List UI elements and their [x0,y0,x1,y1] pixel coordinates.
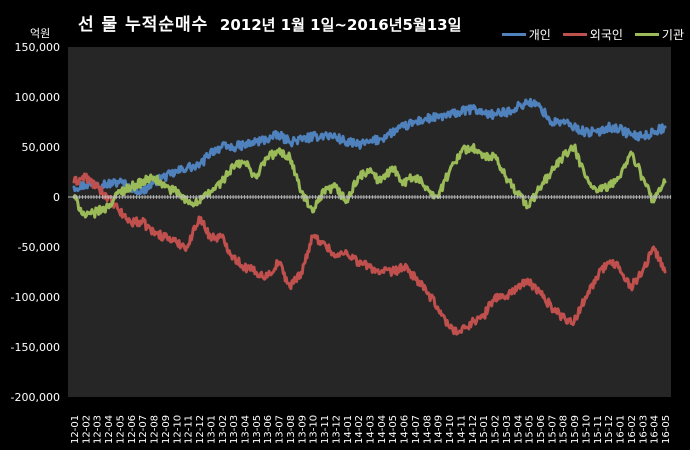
x-tick-label: 12-06 [127,415,138,444]
y-tick-label: 50,000 [22,141,61,154]
x-tick-label: 12-02 [81,415,92,444]
legend-label-foreign: 외국인 [589,28,623,42]
x-tick-label: 15-06 [536,415,547,444]
x-tick-label: 15-05 [525,415,536,444]
x-tick-label: 14-08 [422,415,433,444]
x-tick-label: 14-05 [388,415,399,444]
x-tick-label: 12-10 [172,415,183,444]
series-line-2 [72,143,667,219]
x-tick-label: 14-02 [354,415,365,444]
x-tick-label: 14-04 [377,415,388,444]
series-line-1 [72,172,667,336]
x-tick-label: 14-01 [343,415,354,444]
x-tick-label: 13-02 [218,415,229,444]
x-tick-label: 16-01 [616,415,627,444]
x-tick-label: 16-05 [661,415,672,444]
x-tick-label: 13-10 [309,415,320,444]
x-tick-label: 12-08 [150,415,161,444]
x-tick-label: 13-06 [263,415,274,444]
y-tick-label: -100,000 [11,291,60,304]
chart-title-block: 선 물 누적순매수 2012년 1월 1일~2016년5월13일 [78,10,461,35]
legend-label-institution: 기관 [661,28,684,42]
x-tick-label: 15-02 [491,415,502,444]
y-axis-unit-label: 억원 [30,27,51,40]
x-tick-label: 15-09 [570,415,581,444]
x-tick-label: 14-03 [366,415,377,444]
x-tick-label: 14-06 [400,415,411,444]
y-tick-label: -150,000 [11,341,60,354]
series-line-0 [72,97,667,196]
x-tick-label: 13-07 [275,415,286,444]
x-tick-label: 14-11 [456,415,467,444]
legend-swatch-institution [634,33,659,36]
x-tick-label: 12-03 [93,415,104,444]
x-tick-label: 14-09 [434,415,445,444]
x-tick-label: 14-12 [468,415,479,444]
x-tick-label: 14-07 [411,415,422,444]
x-tick-label: 12-11 [184,415,195,444]
x-tick-label: 12-09 [161,415,172,444]
x-tick-label: 15-08 [559,415,570,444]
x-tick-label: 14-10 [445,415,456,444]
x-tick-label: 12-04 [104,415,115,444]
legend-swatch-individual [501,33,526,36]
legend-swatch-foreign [562,33,587,36]
chart-title: 선 물 누적순매수 [78,15,209,35]
y-tick-label: -200,000 [11,391,60,404]
x-tick-label: 13-01 [206,415,217,444]
axis-layer: 150,000 100,000 50,000 0 -50,000 -100,000 -150… [11,41,672,444]
x-tick-label: 13-08 [286,415,297,444]
x-tick-label: 15-10 [581,415,592,444]
y-tick-label: -50,000 [18,241,60,254]
x-tick-label: 13-12 [331,415,342,444]
legend-item-institution: 기관 [634,26,684,43]
legend-item-foreign: 외국인 [562,26,623,43]
legend-label-individual: 개인 [528,28,551,42]
x-tick-label: 13-11 [320,415,331,444]
plot-area [68,47,671,397]
x-tick-label: 13-05 [252,415,263,444]
y-tick-label: 150,000 [15,41,61,54]
x-tick-label: 13-04 [240,415,251,444]
x-tick-label: 15-12 [604,415,615,444]
y-tick-label: 0 [53,191,60,204]
chart-subtitle: 2012년 1월 1일~2016년5월13일 [219,16,462,34]
series-layer [72,97,667,336]
x-tick-label: 12-05 [115,415,126,444]
legend-item-individual: 개인 [501,26,551,43]
x-tick-label: 15-11 [593,415,604,444]
x-tick-label: 13-09 [297,415,308,444]
x-tick-label: 13-03 [229,415,240,444]
x-tick-label: 15-04 [513,415,524,444]
x-tick-label: 16-04 [650,415,661,444]
x-tick-label: 16-03 [638,415,649,444]
x-tick-label: 16-02 [627,415,638,444]
x-tick-label: 15-01 [479,415,490,444]
x-tick-label: 15-03 [502,415,513,444]
legend: 개인 외국인 기관 [501,26,684,43]
y-tick-label: 100,000 [15,91,61,104]
x-tick-label: 12-07 [138,415,149,444]
x-tick-label: 12-01 [70,415,81,444]
x-tick-label: 12-12 [195,415,206,444]
x-tick-label: 15-07 [547,415,558,444]
